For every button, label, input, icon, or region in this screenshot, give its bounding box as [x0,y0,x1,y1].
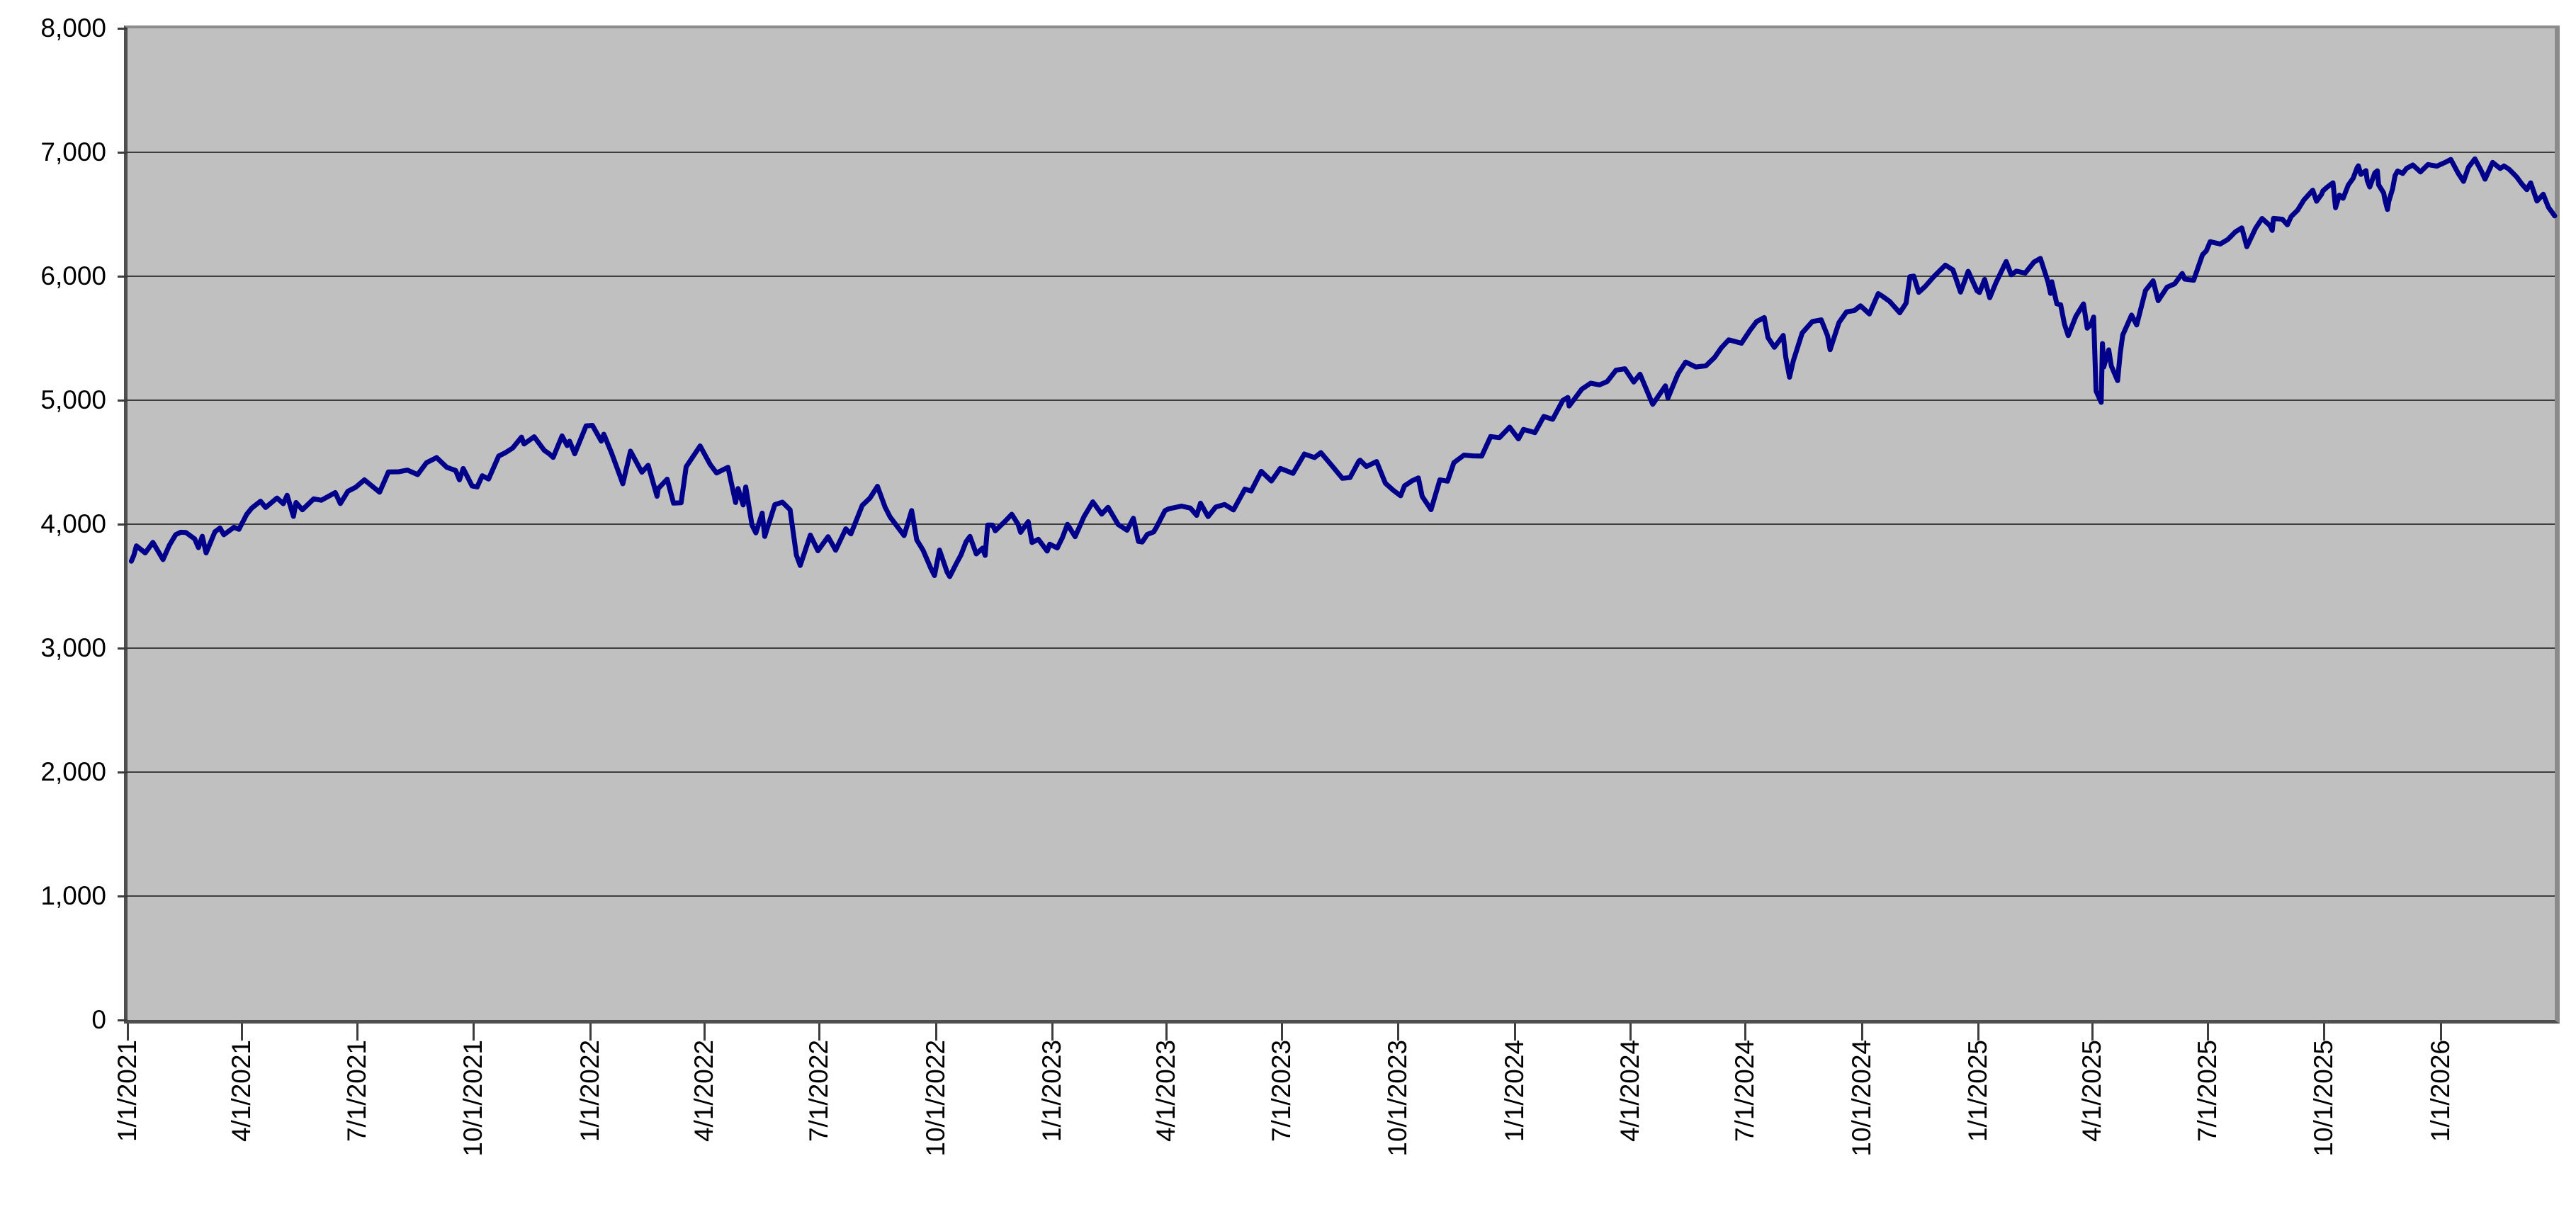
y-axis-tick-label: 6,000 [40,261,106,290]
y-axis-tick-mark [118,523,128,526]
x-axis-tick-mark [2091,1024,2094,1041]
x-axis-tick-mark [1513,1024,1516,1041]
y-axis-tick-mark [118,895,128,897]
x-axis-tick-label: 7/1/2025 [2192,1040,2222,1143]
y-axis-tick-label: 7,000 [40,137,106,166]
x-axis-tick-mark [1051,1024,1054,1041]
y-axis-tick-mark [118,400,128,402]
x-axis-tick-mark [2323,1024,2326,1041]
x-axis-tick-label: 4/1/2022 [689,1040,718,1143]
x-axis-tick-mark [1629,1024,1632,1041]
x-axis-tick-label: 1/1/2021 [113,1040,142,1143]
x-axis-tick-mark [1397,1024,1400,1041]
x-axis-tick-label: 7/1/2021 [341,1040,371,1143]
x-axis-tick-mark [934,1024,937,1041]
y-axis-tick-mark [118,1019,128,1021]
plot-area [124,26,2560,1024]
x-axis-tick-mark [127,1024,129,1041]
y-axis-tick-label: 1,000 [40,881,106,910]
x-axis-tick-label: 4/1/2023 [1151,1040,1181,1143]
x-axis-tick-mark [473,1024,475,1041]
x-axis-tick-mark [1977,1024,1980,1041]
x-axis-tick-label: 1/1/2026 [2426,1040,2455,1143]
x-axis-tick-mark [240,1024,243,1041]
x-axis-tick-mark [1280,1024,1283,1041]
x-axis-tick-label: 1/1/2024 [1499,1040,1529,1143]
plot-canvas [128,152,2558,897]
x-axis-tick-label: 4/1/2025 [2077,1040,2107,1143]
x-axis-tick-label: 1/1/2022 [575,1040,604,1143]
data-series-line [128,156,2558,579]
x-axis-tick-mark [1860,1024,1863,1041]
y-axis-tick-label: 4,000 [40,509,106,538]
x-axis-tick-label: 10/1/2024 [1846,1040,1876,1157]
x-axis-tick-label: 10/1/2021 [458,1040,488,1157]
x-axis-tick-label: 10/1/2025 [2309,1040,2339,1157]
x-axis-tick-mark [2206,1024,2209,1041]
x-axis-tick-label: 1/1/2023 [1037,1040,1067,1143]
x-axis-tick-mark [1744,1024,1747,1041]
y-axis-tick-mark [118,276,128,278]
x-axis-tick-label: 7/1/2023 [1266,1040,1296,1143]
x-axis-tick-label: 4/1/2024 [1615,1040,1644,1143]
x-axis-tick-label: 10/1/2022 [920,1040,950,1157]
x-axis-tick-label: 1/1/2025 [1963,1040,1993,1143]
x-axis-tick-label: 4/1/2021 [226,1040,256,1143]
x-axis-tick-label: 7/1/2024 [1730,1040,1760,1143]
x-axis-tick-label: 7/1/2022 [804,1040,834,1143]
x-axis-tick-mark [703,1024,706,1041]
y-axis-tick-label: 2,000 [40,757,106,786]
y-axis-tick-mark [118,647,128,650]
x-axis-tick-mark [2440,1024,2442,1041]
y-axis-tick-mark [118,152,128,154]
x-axis-tick-mark [356,1024,358,1041]
y-axis-tick-label: 0 [91,1005,106,1034]
y-axis-tick-mark [118,28,128,30]
y-axis-tick-label: 5,000 [40,385,106,414]
y-axis-tick-mark [118,771,128,774]
x-axis-tick-label: 10/1/2023 [1383,1040,1413,1157]
y-axis-tick-label: 8,000 [40,13,106,42]
x-axis-tick-mark [1165,1024,1168,1041]
gridlines [128,152,2555,897]
x-axis-tick-mark [818,1024,821,1041]
x-axis-tick-mark [589,1024,592,1041]
y-axis-tick-label: 3,000 [40,633,106,662]
